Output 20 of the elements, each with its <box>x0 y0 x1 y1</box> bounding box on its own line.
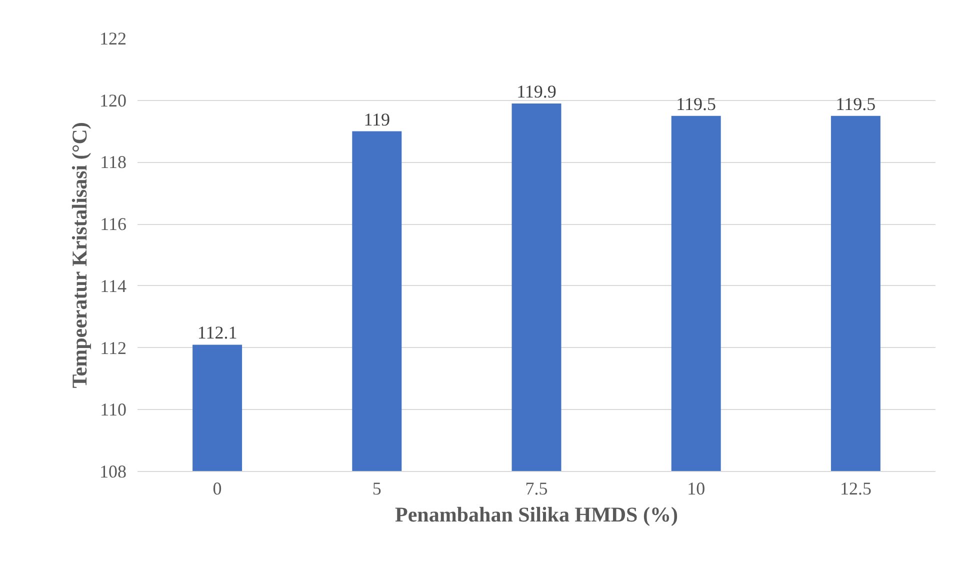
x-tick-label: 10 <box>687 478 706 498</box>
y-tick-label: 120 <box>100 90 126 110</box>
x-tick-label: 12.5 <box>840 478 872 498</box>
y-tick-label: 108 <box>100 462 126 482</box>
data-label: 119.5 <box>836 94 876 114</box>
y-tick-label: 116 <box>100 214 127 234</box>
x-tick-label: 5 <box>372 478 382 498</box>
x-tick-label: 0 <box>212 478 222 498</box>
y-tick-label: 112 <box>100 338 127 358</box>
x-axis-title: Penambahan Silika HMDS (%) <box>395 502 678 526</box>
y-tick-label: 114 <box>100 276 127 296</box>
y-axis-title: Tempeeratur Kristalisasi (°C) <box>68 122 92 388</box>
data-label: 112.1 <box>197 322 238 343</box>
x-tick-label: 7.5 <box>525 478 548 498</box>
y-tick-label: 122 <box>100 28 126 48</box>
y-tick-label: 110 <box>100 400 127 420</box>
y-tick-label: 118 <box>100 152 127 172</box>
data-label: 119.5 <box>676 94 716 114</box>
data-label: 119 <box>364 109 390 130</box>
data-label: 119.9 <box>516 81 556 102</box>
